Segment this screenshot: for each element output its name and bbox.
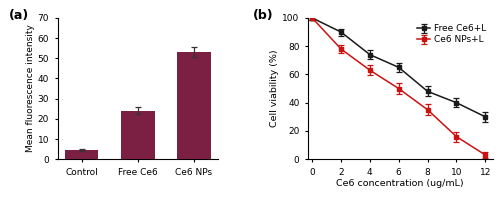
Y-axis label: Mean fluorescence intensity: Mean fluorescence intensity xyxy=(26,25,35,152)
Legend: Free Ce6+L, Ce6 NPs+L: Free Ce6+L, Ce6 NPs+L xyxy=(415,22,488,46)
Y-axis label: Cell viability (%): Cell viability (%) xyxy=(270,50,280,127)
Text: (b): (b) xyxy=(252,9,273,22)
X-axis label: Ce6 concentration (ug/mL): Ce6 concentration (ug/mL) xyxy=(336,179,464,188)
Text: (a): (a) xyxy=(10,9,29,22)
Bar xyxy=(177,52,211,159)
Bar xyxy=(121,111,154,159)
Bar xyxy=(65,150,98,159)
